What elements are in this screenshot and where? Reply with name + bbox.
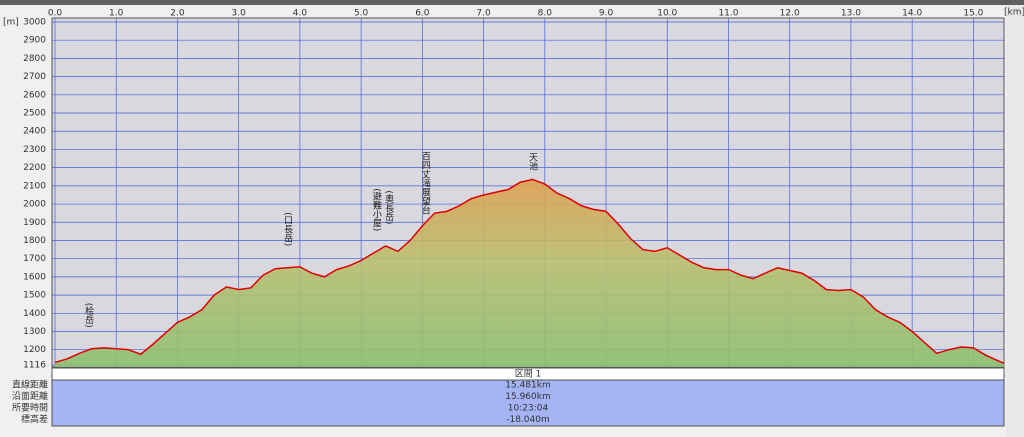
y-tick-label: 1700 xyxy=(23,254,46,264)
y-tick-label: 1600 xyxy=(23,272,46,282)
y-tick-label: 2300 xyxy=(23,145,46,155)
row-label: 沿面距離 xyxy=(12,390,48,402)
y-tick-label: 3000 xyxy=(23,18,46,28)
table-header: 区間 1 xyxy=(515,369,542,380)
y-tick-label: 2400 xyxy=(23,127,46,137)
profile-line xyxy=(54,178,1005,365)
x-tick-label: 0.0 xyxy=(48,9,63,19)
x-tick-label: 11.0 xyxy=(718,9,738,19)
y-tick-label: 1200 xyxy=(23,345,46,355)
x-tick-label: 8.0 xyxy=(538,9,553,19)
annotation: 天池 xyxy=(527,152,538,170)
y-tick-label: 2000 xyxy=(23,200,46,210)
y-tick-label: 2900 xyxy=(23,36,46,46)
x-tick-label: 7.0 xyxy=(476,9,491,19)
annotation: (口長岳) xyxy=(282,212,293,246)
table-body-bg xyxy=(51,379,1005,427)
x-tick-label: 4.0 xyxy=(293,9,308,19)
top-bar xyxy=(0,0,1024,5)
row-value: -18.040m xyxy=(506,415,550,425)
x-tick-label: 14.0 xyxy=(902,9,922,19)
y-tick-label: 1800 xyxy=(23,236,46,246)
row-value: 15.481km xyxy=(505,381,550,391)
x-tick-label: 2.0 xyxy=(170,9,185,19)
y-tick-label: 2700 xyxy=(23,72,46,82)
y-tick-label: 1500 xyxy=(23,291,46,301)
y-tick-label: 1900 xyxy=(23,218,46,228)
y-tick-label: 1116 xyxy=(23,361,46,371)
y-unit: [m] xyxy=(3,18,19,28)
annotation: 百四丈滝展望台 xyxy=(420,151,431,215)
x-unit: [km] xyxy=(1004,8,1024,18)
annotation: (奥長岳) xyxy=(383,190,394,224)
x-tick-label: 6.0 xyxy=(415,9,430,19)
y-tick-label: 2600 xyxy=(23,90,46,100)
row-label: 所要時間 xyxy=(12,403,48,414)
annotation: (避難小屋) xyxy=(371,188,382,231)
y-tick-label: 2200 xyxy=(23,163,46,173)
x-tick-label: 15.0 xyxy=(963,9,983,19)
row-label: 直線距離 xyxy=(12,379,48,391)
x-tick-label: 5.0 xyxy=(354,9,369,19)
area xyxy=(55,179,1004,367)
x-tick-label: 13.0 xyxy=(841,9,861,19)
row-value: 10:23:04 xyxy=(508,404,549,414)
annotation: (桧岳) xyxy=(83,303,94,328)
x-tick-label: 3.0 xyxy=(232,9,247,19)
x-tick-label: 1.0 xyxy=(109,9,124,19)
y-tick-label: 2800 xyxy=(23,54,46,64)
y-tick-label: 2500 xyxy=(23,109,46,119)
x-tick-label: 9.0 xyxy=(599,9,614,19)
row-value: 15.960km xyxy=(505,392,550,402)
x-tick-label: 12.0 xyxy=(780,9,800,19)
side-panel xyxy=(1006,5,1024,437)
y-tick-label: 1400 xyxy=(23,309,46,319)
row-label: 標高差 xyxy=(21,413,48,425)
y-tick-label: 1300 xyxy=(23,327,46,337)
y-tick-label: 2100 xyxy=(23,181,46,191)
x-tick-label: 10.0 xyxy=(657,9,677,19)
